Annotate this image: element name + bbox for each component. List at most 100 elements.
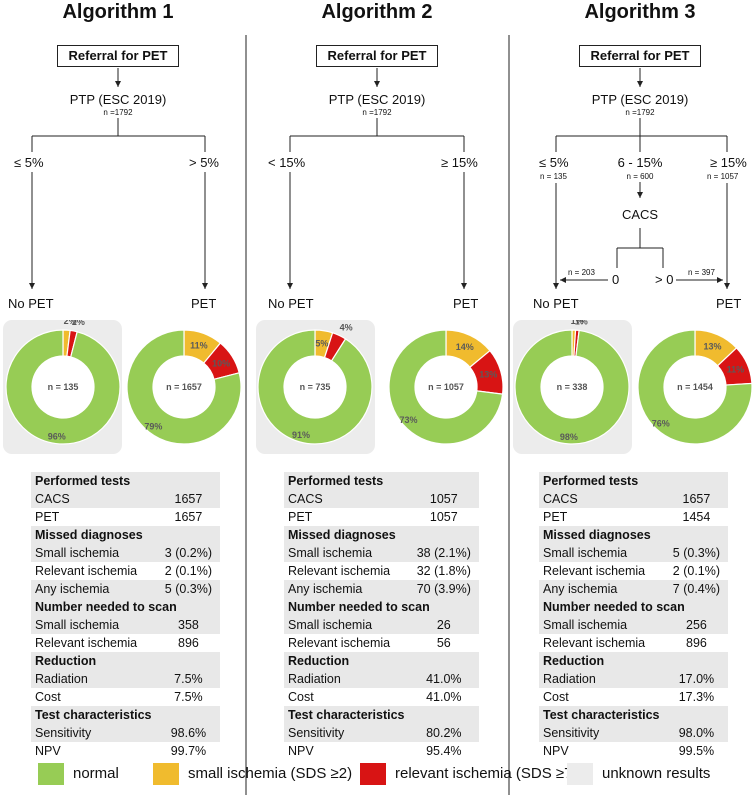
donut-pet-2: 14% 13% 73% n = 1057 — [388, 329, 504, 445]
stats-label: Small ischemia — [31, 544, 157, 562]
stats-section-title: Number needed to scan — [284, 598, 479, 616]
stats-section-title: Number needed to scan — [31, 598, 220, 616]
stats-value: 2 (0.1%) — [672, 564, 721, 578]
stats-label: Relevant ischemia — [288, 636, 391, 650]
stats-value: 7.5% — [174, 690, 203, 704]
stats-row: CACS 1057 — [284, 490, 479, 508]
donut-count: n = 735 — [300, 382, 331, 392]
stats-section-title: Reduction — [539, 652, 728, 670]
stats-section-header: Reduction — [31, 652, 220, 670]
donut-label-relevant: 11% — [727, 365, 745, 375]
legend-swatch-small — [153, 763, 179, 785]
donut-label-relevant: 10% — [212, 358, 230, 368]
donut-label-relevant: 2% — [72, 320, 85, 327]
outcome-no-pet-2: No PET — [268, 296, 314, 311]
stats-label: Radiation — [31, 670, 157, 688]
stats-value: 99.7% — [170, 744, 207, 758]
stats-value: 41.0% — [426, 690, 462, 704]
stats-row: Any ischemia 7 (0.4%) — [539, 580, 728, 598]
stats-label: CACS — [31, 490, 157, 508]
ptp-count-2: n =1792 — [362, 108, 392, 117]
donut-pair-2: 5% 4% 91% n = 735 14% 13% 73% n = 1057 — [257, 322, 504, 445]
stats-label: Relevant ischemia — [35, 636, 138, 650]
stats-value: 56 — [436, 636, 451, 650]
donut-hole — [664, 356, 726, 418]
stats-row: Small ischemia 26 — [284, 616, 479, 634]
branch-mid-count-3: n = 600 — [626, 172, 654, 181]
referral-box-2: Referral for PET — [316, 45, 438, 67]
donut-label-small: 14% — [456, 342, 474, 352]
stats-label: PET — [288, 510, 313, 524]
stats-row: PET 1454 — [539, 508, 728, 526]
donut-hole — [153, 356, 215, 418]
stats-value: 7 (0.4%) — [664, 580, 728, 598]
stats-value: 1454 — [682, 510, 711, 524]
donut-label-small: 5% — [315, 339, 328, 349]
stats-value: 70 (3.9%) — [408, 580, 479, 598]
stats-row: PET 1057 — [284, 508, 479, 526]
stats-label: NPV — [543, 744, 569, 758]
stats-label: Small ischemia — [539, 616, 665, 634]
branch-high-2: ≥ 15% — [441, 155, 478, 170]
legend-label-normal: normal — [73, 765, 119, 782]
stats-section-title: Number needed to scan — [539, 598, 728, 616]
branch-high-1: > 5% — [189, 155, 219, 170]
algorithm-1-title: Algorithm 1 — [62, 1, 174, 23]
stats-section-title: Reduction — [31, 652, 220, 670]
stats-row: Any ischemia 5 (0.3%) — [31, 580, 220, 598]
stats-value: 5 (0.3%) — [156, 580, 220, 598]
stats-label: Cost — [35, 690, 61, 704]
donut-no-pet-2: 5% 4% 91% n = 735 — [257, 322, 373, 445]
stats-section-header: Missed diagnoses — [284, 526, 479, 544]
stats-label: Relevant ischemia — [35, 564, 138, 578]
donut-pet-3: 13% 11% 76% n = 1454 — [637, 329, 753, 445]
stats-row: NPV 95.4% — [284, 742, 479, 760]
cacs-label: CACS — [621, 207, 659, 222]
stats-section-title: Performed tests — [284, 472, 479, 490]
stats-label: CACS — [539, 490, 665, 508]
stats-section-title: Performed tests — [31, 472, 220, 490]
branch-low-3: ≤ 5% — [539, 155, 569, 170]
stats-row: Relevant ischemia 2 (0.1%) — [539, 562, 728, 580]
stats-section-header: Reduction — [284, 652, 479, 670]
stats-section-header: Number needed to scan — [539, 598, 728, 616]
outcome-pet-1: PET — [191, 296, 217, 311]
donut-count: n = 1657 — [166, 382, 202, 392]
stats-section-header: Number needed to scan — [31, 598, 220, 616]
donut-label-normal: 79% — [144, 422, 162, 432]
stats-value: 358 — [156, 616, 220, 634]
donut-label-small: 2% — [64, 320, 77, 326]
stats-section-header: Test characteristics — [31, 706, 220, 724]
stats-row: Sensitivity 98.0% — [539, 724, 728, 742]
stats-section-header: Performed tests — [31, 472, 220, 490]
stats-value: 5 (0.3%) — [664, 544, 728, 562]
stats-label: Radiation — [539, 670, 665, 688]
cacs-zero-count: n = 203 — [568, 268, 595, 277]
stats-row: Small ischemia 256 — [539, 616, 728, 634]
outcome-pet-3: PET — [716, 296, 742, 311]
cacs-positive-label: > 0 — [655, 272, 674, 287]
stats-row: CACS 1657 — [539, 490, 728, 508]
stats-row: Small ischemia 3 (0.2%) — [31, 544, 220, 562]
stats-label: Radiation — [284, 670, 409, 688]
stats-row: Sensitivity 98.6% — [31, 724, 220, 742]
stats-label: Any ischemia — [31, 580, 157, 598]
donut-label-small: 11% — [190, 341, 208, 351]
donut-label-small: 1% — [571, 320, 584, 326]
legend-label-small: small ischemia (SDS ≥2) — [188, 765, 353, 782]
algorithm-3-title: Algorithm 3 — [584, 1, 696, 23]
stats-label: Sensitivity — [284, 724, 409, 742]
stats-row: Relevant ischemia 896 — [539, 634, 728, 652]
donut-hole — [415, 356, 477, 418]
stats-row: Cost 17.3% — [539, 688, 728, 706]
donut-count: n = 1454 — [677, 382, 713, 392]
stats-section-header: Missed diagnoses — [539, 526, 728, 544]
stats-label: Small ischemia — [284, 616, 409, 634]
legend-swatch-relevant — [360, 763, 386, 785]
cacs-zero-label: 0 — [612, 272, 620, 287]
donut-label-relevant: 13% — [479, 370, 497, 380]
stats-table-3: Performed tests CACS 1657 PET 1454 Missed dia… — [539, 472, 728, 760]
stats-label: Sensitivity — [31, 724, 157, 742]
donut-count: n = 1057 — [428, 382, 464, 392]
